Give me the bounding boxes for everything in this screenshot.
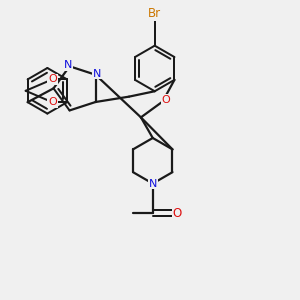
Text: N: N xyxy=(93,68,101,79)
Text: Br: Br xyxy=(148,7,161,20)
Text: N: N xyxy=(148,178,157,189)
Text: O: O xyxy=(48,74,57,84)
Text: N: N xyxy=(64,60,72,70)
Text: O: O xyxy=(161,94,170,105)
Text: O: O xyxy=(48,97,57,107)
Text: O: O xyxy=(172,207,182,220)
